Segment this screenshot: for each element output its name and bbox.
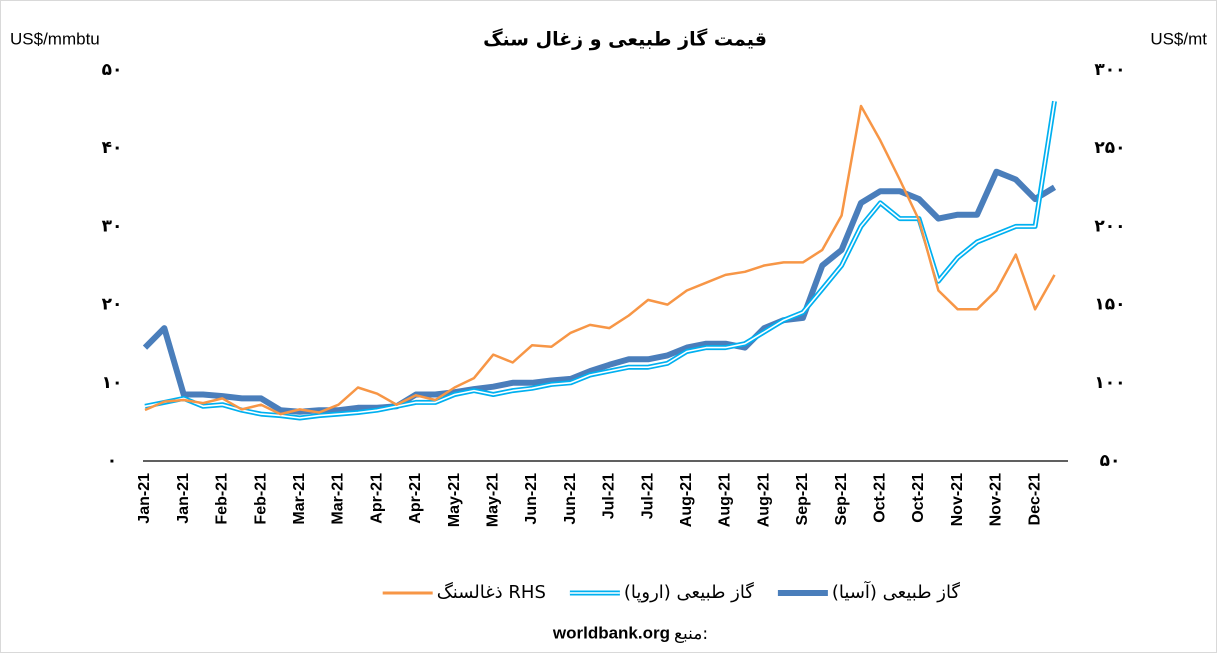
y-tick-label: ۰ bbox=[107, 451, 117, 471]
x-tick-label: Jan-21 bbox=[136, 473, 153, 524]
x-tick-label: Nov-21 bbox=[949, 473, 966, 526]
x-tick-label: Sep-21 bbox=[833, 473, 850, 526]
y2-tick-label: ۲۵۰ bbox=[1094, 138, 1125, 158]
x-tick-label: Jul-21 bbox=[601, 473, 618, 519]
y-tick-label: ۴۰ bbox=[102, 138, 123, 158]
x-tick-label: Apr-21 bbox=[368, 473, 385, 524]
x-tick-label: Sep-21 bbox=[794, 473, 811, 526]
x-tick-label: Jun-21 bbox=[562, 473, 579, 525]
source-link: worldbank.org bbox=[552, 623, 670, 642]
series-line bbox=[144, 104, 1056, 416]
y-tick-label: ۳۰ bbox=[102, 216, 123, 236]
source-label: منبع: bbox=[674, 624, 708, 644]
x-tick-label: Apr-21 bbox=[407, 473, 424, 524]
x-tick-label: May-21 bbox=[485, 473, 502, 527]
x-tick-label: Oct-21 bbox=[910, 473, 927, 523]
y2-tick-label: ۵۰ bbox=[1100, 451, 1121, 471]
x-tick-label: Mar-21 bbox=[330, 473, 347, 525]
x-tick-label: Jun-21 bbox=[523, 473, 540, 525]
x-tick-label: Jul-21 bbox=[639, 473, 656, 519]
y2-tick-label: ۳۰۰ bbox=[1094, 60, 1125, 80]
x-tick-label: Oct-21 bbox=[872, 473, 889, 523]
y2-tick-label: ۱۰۰ bbox=[1094, 373, 1125, 393]
legend-label: گاز طبیعی (آسیا) bbox=[832, 580, 961, 603]
y-tick-label: ۱۰ bbox=[102, 373, 123, 393]
legend-label: گاز طبیعی (اروپا) bbox=[624, 581, 754, 603]
x-tick-label: Feb-21 bbox=[252, 473, 269, 525]
chart-title: قیمت گاز طبیعی و زغال سنگ bbox=[483, 28, 767, 51]
x-tick-label: Nov-21 bbox=[988, 473, 1005, 526]
y-tick-label: ۵۰ bbox=[102, 60, 123, 80]
legend-label: ذغالسنگ RHS bbox=[437, 581, 546, 603]
x-tick-label: Aug-21 bbox=[678, 473, 695, 527]
x-tick-label: May-21 bbox=[446, 473, 463, 527]
y-tick-label: ۲۰ bbox=[102, 295, 123, 315]
y2-axis-label: US$/mt bbox=[1150, 29, 1207, 48]
x-tick-label: Dec-21 bbox=[1026, 473, 1043, 526]
x-tick-label: Aug-21 bbox=[755, 473, 772, 527]
y2-tick-label: ۱۵۰ bbox=[1094, 295, 1125, 315]
x-tick-label: Mar-21 bbox=[291, 473, 308, 525]
x-tick-label: Feb-21 bbox=[214, 473, 231, 525]
y2-tick-label: ۲۰۰ bbox=[1094, 216, 1125, 236]
y-axis-label: US$/mmbtu bbox=[10, 29, 100, 48]
series-line-inner bbox=[144, 101, 1056, 419]
x-tick-label: Aug-21 bbox=[717, 473, 734, 527]
x-tick-label: Jan-21 bbox=[175, 473, 192, 524]
